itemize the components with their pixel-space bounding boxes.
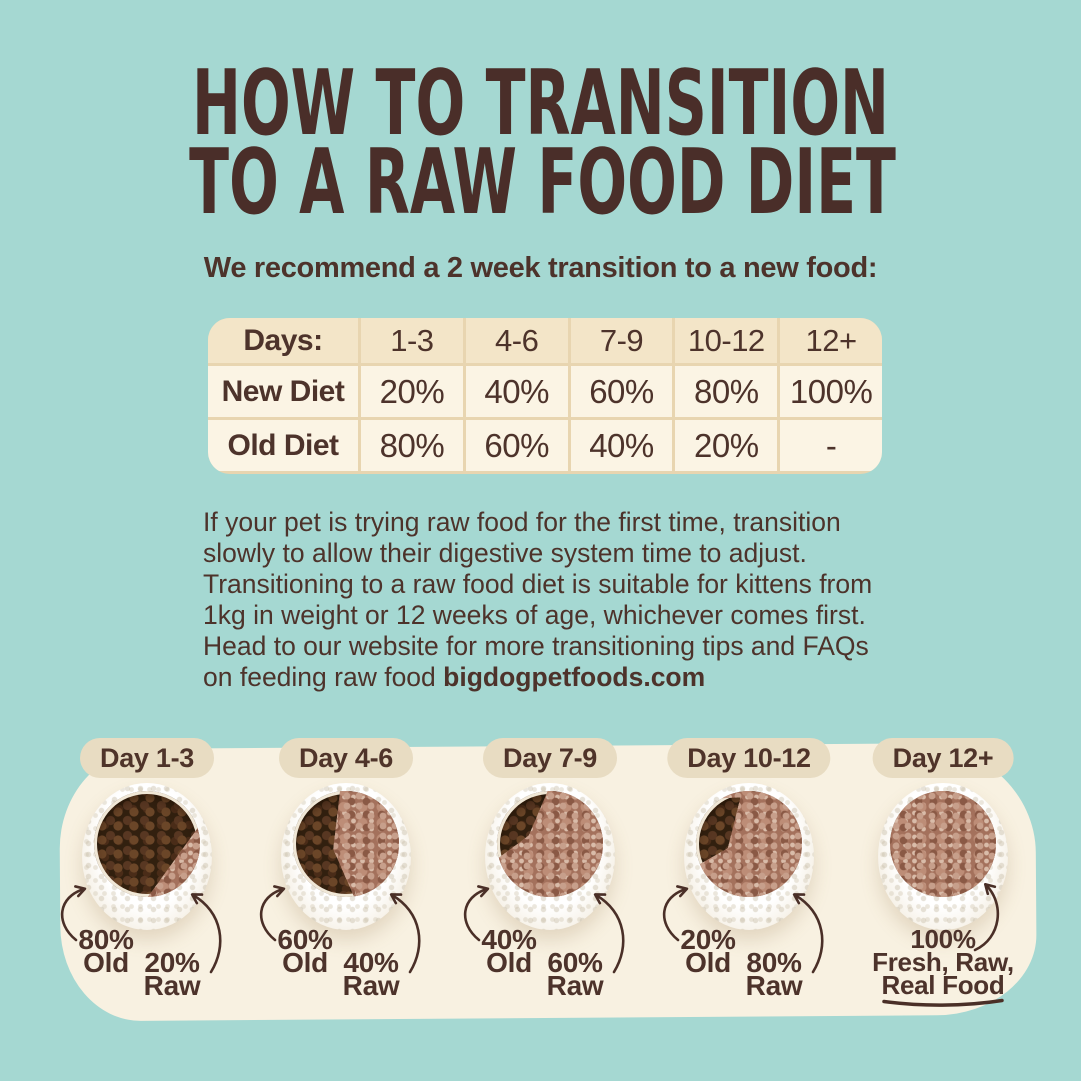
raw-word: Raw: [342, 970, 400, 1001]
raw-food-label: 100% Fresh, Raw, Real Food: [866, 924, 1020, 1008]
website-text: bigdogpetfoods.com: [443, 662, 706, 692]
bowl-group-day-10-12: Day 10-12 20% Old 80% Raw: [644, 736, 854, 1036]
old-food-label: 40% Old: [463, 924, 555, 978]
old-pct: 80%: [78, 924, 134, 955]
annotation-arrows: [463, 885, 625, 974]
table-header-col-5: 12+: [780, 318, 882, 363]
annotation-arrows: [973, 882, 1000, 952]
bowl-group-day-1-3: Day 1-3 80% Old 20% Raw: [42, 736, 252, 1036]
table-cell-old-diet-2: 60%: [465, 420, 568, 471]
table-header-col-4: 10-12: [675, 318, 778, 363]
paragraph-text: If your pet is trying raw food for the f…: [203, 507, 873, 692]
annotation-arrows: [259, 885, 421, 974]
old-pct: 40%: [481, 924, 537, 955]
old-food-label: 80% Old: [60, 924, 152, 978]
arrow-to-old-icon: [463, 885, 490, 942]
arrow-to-raw-icon: [973, 882, 1000, 952]
raw-line-2: Fresh, Raw,: [872, 947, 1014, 977]
bowl-group-day-4-6: Day 4-6 60% Old 40% Raw: [241, 736, 451, 1036]
raw-line-3: Real Food: [881, 970, 1005, 1000]
hand-drawn-underline-icon: [882, 998, 1004, 1007]
day-pill: Day 12+: [872, 738, 1014, 778]
day-pill: Day 10-12: [667, 738, 831, 778]
raw-food-portion: [890, 791, 996, 897]
table-cell-new-diet-1: 20%: [361, 366, 463, 417]
day-pill: Day 7-9: [483, 738, 617, 778]
old-word: Old: [685, 947, 731, 978]
kibble-food: [94, 791, 200, 897]
arrow-to-raw-icon: [190, 893, 222, 974]
raw-food-label: 40% Raw: [325, 947, 417, 1001]
title-line-2: TO A RAW FOOD DIET: [189, 130, 896, 235]
kibble-food: [890, 791, 996, 897]
annotation-arrows: [662, 885, 824, 974]
table-cell-new-diet-4: 80%: [675, 366, 778, 417]
title-line-1: HOW TO TRANSITION: [191, 51, 890, 156]
subtitle: We recommend a 2 week transition to a ne…: [203, 252, 878, 284]
raw-food-portion: [333, 791, 399, 897]
table-row-label-old-diet: Old Diet: [208, 420, 358, 471]
raw-pct: 60%: [547, 947, 603, 978]
raw-word: Raw: [143, 970, 201, 1001]
raw-food-label: 20% Raw: [126, 947, 218, 1001]
arrow-to-old-icon: [60, 885, 87, 942]
raw-pct: 100%: [910, 924, 976, 954]
kibble-food: [497, 791, 603, 897]
table-cell-new-diet-2: 40%: [465, 366, 568, 417]
bowl-group-day-12-plus: Day 12+ 100% Fresh, Raw, Real Food: [838, 736, 1048, 1036]
old-word: Old: [83, 947, 129, 978]
arrow-to-old-icon: [662, 885, 689, 942]
kibble-food: [696, 791, 802, 897]
bowl-photo: [82, 783, 212, 930]
annotation-arrows: [60, 885, 222, 974]
bowl-photo: [485, 783, 615, 930]
bowl-photo: [281, 783, 411, 930]
arrow-to-raw-icon: [792, 893, 824, 974]
transition-table: Days: 1-3 4-6 7-9 10-12 12+ New Diet 20%…: [208, 318, 882, 474]
old-word: Old: [486, 947, 532, 978]
raw-food-label: 60% Raw: [529, 947, 621, 1001]
raw-food-label: 80% Raw: [728, 947, 820, 1001]
day-pill: Day 4-6: [279, 738, 413, 778]
old-food-label: 20% Old: [662, 924, 754, 978]
table-header-col-3: 7-9: [570, 318, 673, 363]
raw-pct: 20%: [144, 947, 200, 978]
arrow-to-old-icon: [259, 885, 286, 942]
table-cell-old-diet-4: 20%: [675, 420, 778, 471]
raw-word: Raw: [745, 970, 803, 1001]
raw-word: Raw: [546, 970, 604, 1001]
day-pill: Day 1-3: [80, 738, 214, 778]
table-cell-old-diet-3: 40%: [570, 420, 673, 471]
old-pct: 60%: [277, 924, 333, 955]
arrow-to-raw-icon: [389, 893, 421, 974]
kibble-food: [293, 791, 399, 897]
bowl-group-day-7-9: Day 7-9 40% Old 60% Raw: [445, 736, 655, 1036]
table-row-label-new-diet: New Diet: [208, 366, 358, 417]
bowl-photo: [684, 783, 814, 930]
table-cell-new-diet-5: 100%: [780, 366, 882, 417]
bowl-photo: [878, 783, 1008, 930]
table-cell-old-diet-5: -: [780, 420, 882, 471]
old-food-label: 60% Old: [259, 924, 351, 978]
table-cell-new-diet-3: 60%: [570, 366, 673, 417]
page-title: HOW TO TRANSITION TO A RAW FOOD DIET: [0, 51, 1081, 235]
table-header-col-1: 1-3: [361, 318, 463, 363]
description-paragraph: If your pet is trying raw food for the f…: [203, 507, 903, 693]
raw-pct: 80%: [746, 947, 802, 978]
arrow-to-raw-icon: [593, 893, 625, 974]
old-pct: 20%: [680, 924, 736, 955]
table-header-col-2: 4-6: [465, 318, 568, 363]
raw-pct: 40%: [343, 947, 399, 978]
old-word: Old: [282, 947, 328, 978]
table-cell-old-diet-1: 80%: [361, 420, 463, 471]
table-header-days: Days:: [208, 318, 358, 363]
